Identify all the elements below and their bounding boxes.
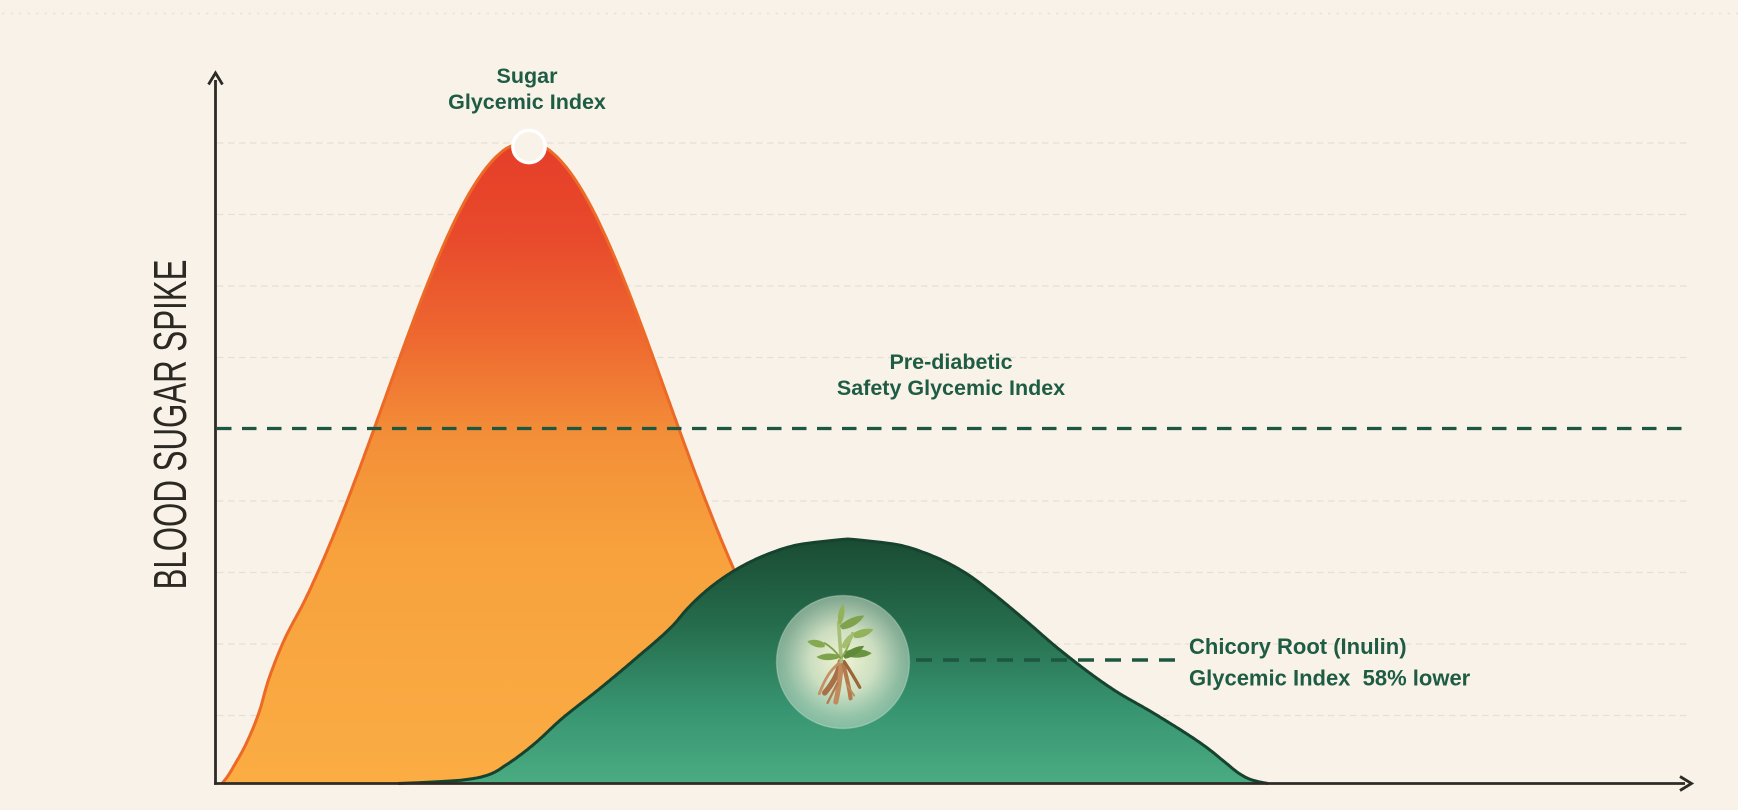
svg-text:Safety Glycemic Index: Safety Glycemic Index	[837, 376, 1065, 400]
svg-text:Sugar: Sugar	[497, 64, 559, 88]
svg-text:BLOOD SUGAR SPIKE: BLOOD SUGAR SPIKE	[144, 260, 196, 590]
svg-text:Glycemic Index: Glycemic Index	[448, 90, 606, 114]
svg-text:Chicory Root (Inulin): Chicory Root (Inulin)	[1189, 634, 1407, 659]
svg-text:Glycemic Index 58% lower: Glycemic Index 58% lower	[1189, 666, 1471, 691]
svg-text:Pre-diabetic: Pre-diabetic	[889, 350, 1012, 374]
